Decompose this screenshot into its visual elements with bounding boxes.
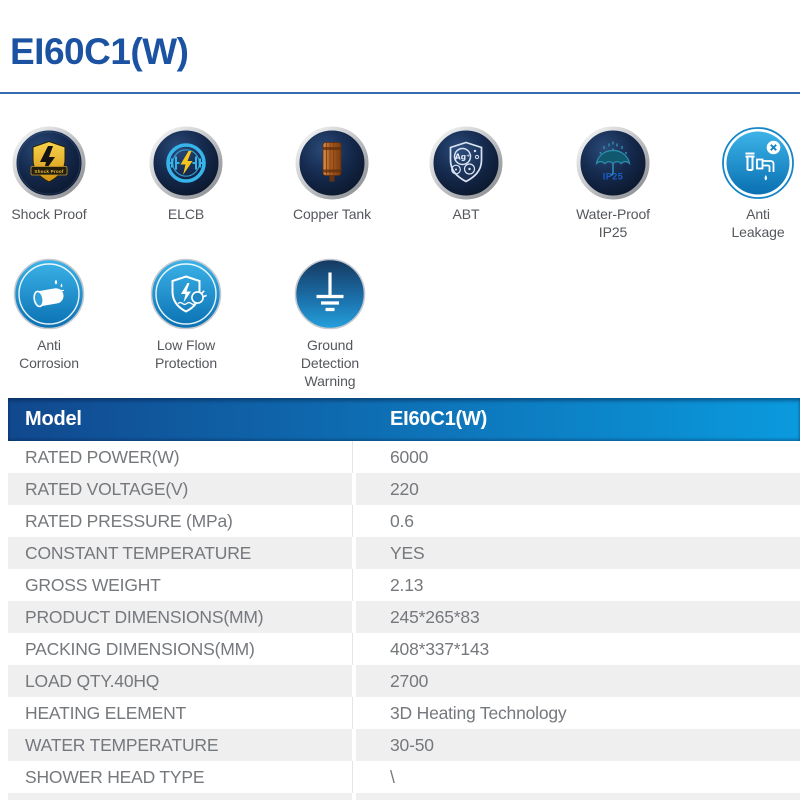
- feature-label: Anti Corrosion: [0, 336, 109, 372]
- ip25-rating-text: IP25: [603, 172, 624, 182]
- spec-label-cell: RATED PRESSURE (MPa): [25, 510, 233, 531]
- feature-water-proof-ip25: IP25 Water-Proof IP25: [553, 126, 673, 241]
- shock-proof-banner-text: Shock Proof: [34, 169, 64, 174]
- spec-label-cell: PRODUCT DIMENSIONS(MM): [25, 606, 264, 627]
- page-title: EI60C1(W): [10, 31, 189, 72]
- spec-row-load-qty: LOAD QTY.40HQ 2700: [8, 665, 800, 697]
- copper-tank-icon: [295, 126, 369, 200]
- feature-label-line: Corrosion: [19, 355, 79, 371]
- spec-value-cell: 0.6: [352, 505, 800, 537]
- spec-label-cell: RATED POWER(W): [25, 446, 180, 467]
- feature-anti-leakage: Anti Leakage: [698, 126, 800, 241]
- feature-label-line: Protection: [154, 355, 218, 371]
- spec-label-cell: CONSTANT TEMPERATURE: [25, 542, 252, 563]
- title-divider: [0, 92, 800, 94]
- spec-label-cell: HEATING ELEMENT: [25, 702, 187, 723]
- feature-low-flow-protection: Low Flow Protection: [126, 257, 246, 372]
- spec-value-cell: 30-50: [352, 729, 800, 761]
- feature-label-line: Anti: [37, 337, 61, 353]
- spec-value-cell: 408*337*143: [352, 633, 800, 665]
- feature-ground-detection-warning: Ground Detection Warning: [270, 257, 390, 389]
- feature-label-line: ELCB: [167, 206, 205, 222]
- feature-label-line: Leakage: [731, 224, 785, 240]
- feature-badges-section: Shock Proof Shock Proof ELCB: [0, 94, 800, 389]
- feature-label-line: Anti: [746, 206, 770, 222]
- feature-label-line: Warning: [304, 373, 356, 389]
- umbrella-rain-icon: IP25: [576, 126, 650, 200]
- spec-label-cell: GROSS WEIGHT: [25, 574, 161, 595]
- spec-table-header: Model EI60C1(W): [8, 398, 800, 441]
- spec-value-cell: \: [352, 761, 800, 793]
- feature-label: Low Flow Protection: [126, 336, 246, 372]
- model-header-cell: Model: [25, 408, 82, 430]
- spec-value-cell: 220: [352, 473, 800, 505]
- spec-row-rated-power: RATED POWER(W) 6000: [8, 441, 800, 473]
- spec-value-cell: [352, 793, 800, 800]
- feature-label: Water-Proof IP25: [553, 205, 673, 241]
- spec-row-heating-element: HEATING ELEMENT 3D Heating Technology: [8, 697, 800, 729]
- feature-shock-proof: Shock Proof Shock Proof: [0, 126, 109, 223]
- feature-label-line: Ground: [306, 337, 354, 353]
- feature-abt: Ag⁺ ABT: [406, 126, 526, 223]
- feature-label-line: Low Flow: [156, 337, 216, 353]
- spec-label-cell: WATER TEMPERATURE: [25, 734, 219, 755]
- spec-value-cell: 245*265*83: [352, 601, 800, 633]
- feature-label-line: Shock Proof: [11, 206, 87, 222]
- spec-label-cell: PACKING DIMENSIONS(MM): [25, 638, 255, 659]
- feature-label-line: IP25: [598, 224, 628, 240]
- spec-value-cell: 2700: [352, 665, 800, 697]
- shield-plug-icon: [150, 258, 222, 330]
- spec-row-shower-head-type: SHOWER HEAD TYPE \: [8, 761, 800, 793]
- spec-row-water-temperature: WATER TEMPERATURE 30-50: [8, 729, 800, 761]
- shield-lightning-icon: Shock Proof: [12, 126, 86, 200]
- feature-label: ELCB: [126, 205, 246, 223]
- feature-label: Shock Proof: [0, 205, 109, 223]
- spec-row-packing-dimensions: PACKING DIMENSIONS(MM) 408*337*143: [8, 633, 800, 665]
- model-value-header-cell: EI60C1(W): [390, 408, 488, 430]
- spec-row-partial: [8, 793, 800, 800]
- feature-elcb: ELCB: [126, 126, 246, 223]
- feature-label: ABT: [406, 205, 526, 223]
- feature-label-line: ABT: [452, 206, 480, 222]
- feature-label: Copper Tank: [272, 205, 392, 223]
- spec-label-cell: LOAD QTY.40HQ: [25, 670, 160, 691]
- feature-label-line: Detection: [300, 355, 360, 371]
- tank-droplets-icon: [13, 258, 85, 330]
- spec-row-rated-voltage: RATED VOLTAGE(V) 220: [8, 473, 800, 505]
- spec-row-constant-temperature: CONSTANT TEMPERATURE YES: [8, 537, 800, 569]
- feature-label: Ground Detection Warning: [270, 336, 390, 389]
- spec-row-product-dimensions: PRODUCT DIMENSIONS(MM) 245*265*83: [8, 601, 800, 633]
- feature-anti-corrosion: Anti Corrosion: [0, 257, 109, 372]
- silver-ion-text: Ag⁺: [455, 153, 470, 162]
- spec-value-cell: 2.13: [352, 569, 800, 601]
- spec-row-rated-pressure: RATED PRESSURE (MPa) 0.6: [8, 505, 800, 537]
- silver-ion-shield-icon: Ag⁺: [429, 126, 503, 200]
- feature-copper-tank: Copper Tank: [272, 126, 392, 223]
- spec-row-gross-weight: GROSS WEIGHT 2.13: [8, 569, 800, 601]
- earth-ground-icon: [294, 258, 366, 330]
- feature-label-line: Copper Tank: [292, 206, 372, 222]
- title-block: EI60C1(W): [0, 0, 800, 73]
- feature-label: Anti Leakage: [698, 205, 800, 241]
- spec-value-cell: YES: [352, 537, 800, 569]
- spec-label-cell: SHOWER HEAD TYPE: [25, 766, 205, 787]
- spec-label-cell: RATED VOLTAGE(V): [25, 478, 189, 499]
- feature-label-line: Water-Proof: [576, 206, 650, 222]
- spec-value-cell: 6000: [352, 441, 800, 473]
- pipe-leak-cross-icon: [722, 127, 794, 199]
- spec-table: Model EI60C1(W) RATED POWER(W) 6000 RATE…: [8, 398, 800, 800]
- spec-value-cell: 3D Heating Technology: [352, 697, 800, 729]
- breaker-lightning-icon: [149, 126, 223, 200]
